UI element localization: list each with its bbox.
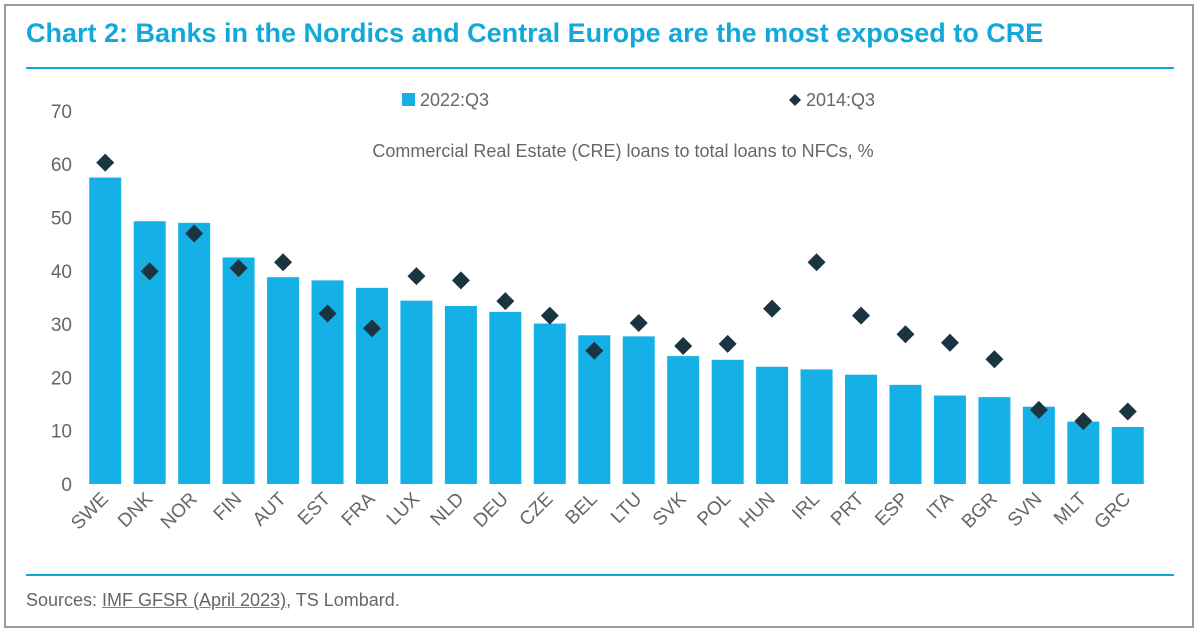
- x-tick-label: NOR: [157, 489, 202, 534]
- x-tick-label: MLT: [1050, 488, 1091, 529]
- marker-prt: [852, 306, 871, 325]
- y-tick-label: 70: [51, 102, 72, 123]
- x-tick-label: EST: [294, 488, 335, 529]
- marker-svk: [674, 336, 693, 355]
- bar-svk: [667, 356, 700, 484]
- legend: 2022:Q3 2014:Q3: [402, 90, 875, 110]
- marker-nld: [451, 271, 470, 290]
- bar-prt: [845, 374, 878, 484]
- marker-nor: [185, 224, 204, 243]
- bar-lux: [400, 300, 433, 484]
- bar-fin: [222, 257, 255, 484]
- source-note: Sources: IMF GFSR (April 2023), TS Lomba…: [26, 590, 400, 611]
- source-prefix: Sources:: [26, 590, 103, 610]
- x-tick-label: PRT: [827, 488, 869, 530]
- marker-dnk: [140, 262, 159, 281]
- y-tick-label: 20: [51, 368, 72, 389]
- marker-bgr: [985, 350, 1004, 369]
- x-tick-label: ESP: [871, 489, 913, 531]
- x-tick-label: LTU: [607, 489, 646, 528]
- x-tick-label: DEU: [470, 489, 513, 532]
- x-tick-label: SWE: [67, 489, 112, 534]
- bar-grc: [1111, 426, 1144, 484]
- bar-esp: [889, 384, 922, 484]
- footer-divider: [26, 574, 1174, 576]
- bar-hun: [756, 366, 789, 484]
- marker-lux: [407, 267, 426, 286]
- source-suffix: , TS Lombard.: [286, 590, 400, 610]
- y-tick-label: 40: [51, 262, 72, 283]
- y-tick-label: 60: [51, 155, 72, 176]
- chart-title: Chart 2: Banks in the Nordics and Centra…: [26, 18, 1044, 48]
- bar-cze: [533, 323, 566, 484]
- bar-ita: [933, 395, 966, 484]
- x-tick-label: POL: [693, 489, 735, 531]
- marker-fin: [229, 259, 248, 278]
- bar-bel: [578, 335, 611, 484]
- marker-hun: [763, 299, 782, 318]
- title-divider: [26, 67, 1174, 69]
- marker-irl: [807, 253, 826, 272]
- bar-fra: [355, 287, 388, 484]
- bar-svn: [1022, 406, 1055, 484]
- x-tick-label: IRL: [788, 489, 824, 525]
- x-tick-label: GRC: [1091, 489, 1136, 534]
- bar-swe: [89, 177, 122, 484]
- bar-bgr: [978, 397, 1011, 484]
- bar-aut: [267, 277, 300, 484]
- marker-ltu: [629, 314, 648, 333]
- marker-mlt: [1074, 412, 1093, 431]
- marker-pol: [718, 334, 737, 353]
- chart-subtitle: Commercial Real Estate (CRE) loans to to…: [372, 141, 873, 161]
- x-tick-label: CZE: [516, 489, 558, 531]
- marker-cze: [540, 306, 559, 325]
- marker-ita: [940, 333, 959, 352]
- bar-mlt: [1067, 421, 1100, 484]
- bar-nld: [444, 305, 477, 484]
- marker-svn: [1029, 400, 1048, 419]
- x-tick-label: DNK: [114, 488, 157, 531]
- x-tick-label: BGR: [958, 489, 1002, 533]
- x-tick-label: HUN: [736, 489, 780, 533]
- marker-aut: [274, 253, 293, 272]
- bar-dnk: [133, 221, 166, 484]
- x-tick-label: FIN: [210, 489, 246, 525]
- bar-ltu: [622, 336, 655, 484]
- x-tick-label: LUX: [383, 488, 424, 529]
- x-tick-label: SVK: [649, 488, 691, 530]
- marker-deu: [496, 292, 515, 311]
- source-link[interactable]: IMF GFSR (April 2023): [102, 590, 287, 610]
- x-tick-label: BEL: [562, 489, 602, 529]
- x-axis: SWE DNK NOR FIN AUT EST FRA LUX NLD DEU CZE BEL LTU S…: [67, 488, 1135, 534]
- bars-series: [89, 177, 1144, 484]
- y-tick-label: 30: [51, 315, 72, 336]
- markers-series: [96, 153, 1137, 431]
- bar-irl: [800, 369, 833, 484]
- x-tick-label: AUT: [249, 488, 291, 530]
- bar-deu: [489, 311, 522, 484]
- y-tick-label: 50: [51, 209, 72, 230]
- x-tick-label: NLD: [427, 489, 469, 531]
- legend-swatch-bar: [402, 93, 415, 106]
- y-tick-label: 0: [61, 475, 72, 496]
- marker-est: [318, 304, 337, 323]
- bar-nor: [178, 222, 211, 484]
- y-tick-label: 10: [51, 422, 72, 443]
- marker-fra: [362, 319, 381, 338]
- x-tick-label: FRA: [338, 488, 380, 530]
- bar-pol: [711, 359, 744, 484]
- x-tick-label: ITA: [923, 488, 958, 523]
- legend-label-bar: 2022:Q3: [420, 90, 489, 110]
- marker-swe: [96, 153, 115, 172]
- marker-grc: [1118, 402, 1137, 421]
- y-axis: 0 10 20 30 40 50 60 70: [51, 102, 72, 496]
- x-tick-label: SVN: [1004, 489, 1046, 531]
- legend-label-marker: 2014:Q3: [806, 90, 875, 110]
- marker-bel: [585, 341, 604, 360]
- marker-esp: [896, 325, 915, 344]
- legend-diamond-marker: [789, 94, 801, 106]
